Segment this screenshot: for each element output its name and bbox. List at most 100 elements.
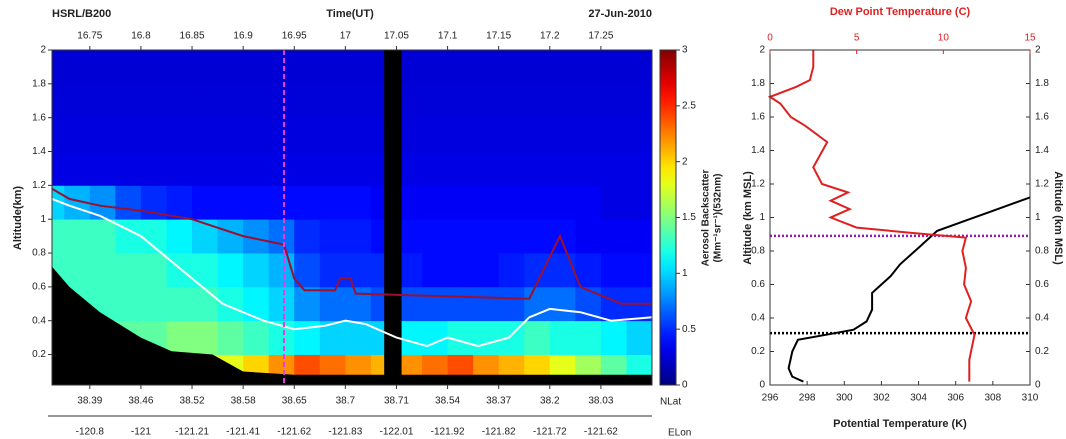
heat-cell <box>600 50 627 85</box>
y-tick-label: 1.2 <box>32 180 46 191</box>
heat-cell <box>294 117 321 152</box>
heat-cell <box>319 185 346 220</box>
y-tick-label: 1.4 <box>751 145 765 156</box>
elon-label: -121.62 <box>277 427 311 438</box>
y-tick-label: 2 <box>40 45 46 56</box>
heat-cell <box>498 50 525 85</box>
heat-cell <box>268 151 295 186</box>
elon-title: ELon <box>668 428 691 439</box>
y-tick-label-right: 0.4 <box>1035 313 1049 324</box>
heat-cell <box>600 185 627 220</box>
heat-cell <box>294 253 321 288</box>
heat-cell <box>89 219 116 254</box>
y-tick-label-right: 1.2 <box>1035 179 1049 190</box>
heat-cell <box>89 83 116 119</box>
nlat-label: 38.65 <box>282 396 307 407</box>
heat-cell <box>626 320 653 355</box>
date: 27-Jun-2010 <box>588 8 652 20</box>
nlat-label: 38.2 <box>540 396 560 407</box>
heat-cell <box>166 117 193 152</box>
heat-cell <box>524 185 551 220</box>
x-tick-label: 17.25 <box>588 31 613 42</box>
heat-cell <box>600 320 627 355</box>
heat-cell <box>575 185 602 220</box>
heat-cell <box>217 83 244 119</box>
y-tick-label: 0.8 <box>751 246 765 257</box>
heat-cell <box>422 151 448 186</box>
heat-cell <box>473 286 500 322</box>
heat-cell <box>422 50 448 85</box>
heat-cell <box>626 253 653 288</box>
heat-cell <box>626 83 653 119</box>
heat-cell <box>345 185 372 220</box>
heat-cell <box>345 50 372 85</box>
elon-label: -121 <box>131 427 151 438</box>
heat-cell <box>166 286 193 322</box>
profile-line <box>767 50 976 382</box>
heat-cell <box>626 219 653 254</box>
heat-cell <box>217 320 244 355</box>
nlat-label: 38.7 <box>336 396 356 407</box>
heat-cell <box>64 219 91 254</box>
heat-cell <box>89 253 116 288</box>
heat-cell <box>319 83 346 119</box>
y-tick-label-right: 1.8 <box>1035 78 1049 89</box>
y-tick-label-right: 1.4 <box>1035 145 1049 156</box>
heat-cell <box>52 50 65 85</box>
x-tick-label: 16.85 <box>180 31 205 42</box>
elon-label: -121.62 <box>584 427 618 438</box>
y-tick-label-right: 0.2 <box>1035 346 1049 357</box>
heat-cell <box>64 117 91 152</box>
colorbar-title: (Mm⁻¹sr⁻¹)(532nm) <box>713 174 724 263</box>
heat-cell <box>524 286 551 322</box>
y-tick-label: 0 <box>759 380 765 391</box>
heat-cell <box>498 83 525 119</box>
heat-cell <box>268 117 295 152</box>
x-axis-title: Time(UT) <box>326 8 374 20</box>
x-tick-label: 16.8 <box>131 31 151 42</box>
x-tick-label: 16.9 <box>233 31 253 42</box>
plot-frame <box>769 49 1031 386</box>
y-tick-label-right: 0.8 <box>1035 246 1049 257</box>
heat-cell <box>575 50 602 85</box>
heat-cell <box>268 83 295 119</box>
heat-cell <box>473 151 500 186</box>
heat-cell <box>345 253 372 288</box>
heat-cell <box>600 151 627 186</box>
heat-cell <box>524 50 551 85</box>
nlat-label: 38.58 <box>231 396 256 407</box>
heat-cell <box>498 185 525 220</box>
heat-cell <box>294 185 321 220</box>
heat-cell <box>192 83 218 119</box>
heat-cell <box>549 117 576 152</box>
heat-cell <box>319 253 346 288</box>
y-axis-title: Altitude(km) <box>12 186 24 251</box>
heat-cell <box>140 50 167 85</box>
heat-cell <box>243 253 270 288</box>
heat-cell <box>192 117 218 152</box>
heat-cell <box>549 50 576 85</box>
x-tick-label: 304 <box>910 393 927 404</box>
y-tick-label: 0.6 <box>751 279 765 290</box>
heat-cell <box>294 219 321 254</box>
y-tick-label-right: 1.6 <box>1035 112 1049 123</box>
heat-cell <box>192 286 218 322</box>
x-tick-label: 16.95 <box>282 31 307 42</box>
heat-cell <box>473 253 500 288</box>
y-tick-label-right: 0 <box>1035 380 1041 391</box>
heat-cell <box>140 117 167 152</box>
y-tick-label-right: 0.6 <box>1035 279 1049 290</box>
heat-cell <box>498 219 525 254</box>
heat-cell <box>549 83 576 119</box>
colorbar-tick-label: 3 <box>682 45 688 56</box>
heat-cell <box>319 50 346 85</box>
heat-cell <box>140 219 167 254</box>
heat-cell <box>524 117 551 152</box>
plot-frame <box>51 49 653 386</box>
heat-cell <box>549 286 576 322</box>
heat-cell <box>115 286 142 322</box>
heat-cell <box>294 83 321 119</box>
y-tick-label: 0.4 <box>32 315 46 326</box>
heat-cell <box>140 83 167 119</box>
y-tick-label: 0.6 <box>32 282 46 293</box>
